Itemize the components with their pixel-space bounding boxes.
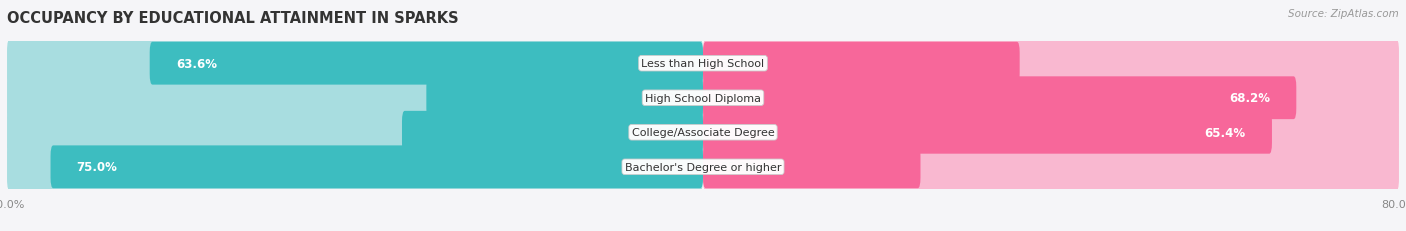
- FancyBboxPatch shape: [703, 77, 1296, 120]
- FancyBboxPatch shape: [7, 36, 1399, 91]
- FancyBboxPatch shape: [7, 71, 1399, 126]
- FancyBboxPatch shape: [51, 146, 703, 188]
- FancyBboxPatch shape: [426, 77, 703, 120]
- FancyBboxPatch shape: [7, 105, 1399, 160]
- FancyBboxPatch shape: [7, 39, 703, 89]
- FancyBboxPatch shape: [402, 111, 703, 154]
- FancyBboxPatch shape: [149, 43, 703, 85]
- FancyBboxPatch shape: [703, 43, 1019, 85]
- FancyBboxPatch shape: [7, 140, 1399, 195]
- FancyBboxPatch shape: [703, 73, 1399, 123]
- FancyBboxPatch shape: [7, 142, 703, 192]
- Text: 31.8%: 31.8%: [648, 92, 686, 105]
- Text: 65.4%: 65.4%: [1205, 126, 1246, 139]
- Text: 34.6%: 34.6%: [648, 126, 686, 139]
- Text: Less than High School: Less than High School: [641, 59, 765, 69]
- FancyBboxPatch shape: [703, 142, 1399, 192]
- Text: High School Diploma: High School Diploma: [645, 93, 761, 103]
- Text: 68.2%: 68.2%: [1229, 92, 1270, 105]
- Text: College/Associate Degree: College/Associate Degree: [631, 128, 775, 138]
- FancyBboxPatch shape: [703, 111, 1272, 154]
- Text: 25.0%: 25.0%: [720, 161, 758, 173]
- Text: 63.6%: 63.6%: [176, 58, 217, 70]
- Text: OCCUPANCY BY EDUCATIONAL ATTAINMENT IN SPARKS: OCCUPANCY BY EDUCATIONAL ATTAINMENT IN S…: [7, 11, 458, 26]
- FancyBboxPatch shape: [703, 39, 1399, 89]
- FancyBboxPatch shape: [7, 108, 703, 158]
- Text: Bachelor's Degree or higher: Bachelor's Degree or higher: [624, 162, 782, 172]
- Text: Source: ZipAtlas.com: Source: ZipAtlas.com: [1288, 9, 1399, 19]
- Text: 75.0%: 75.0%: [76, 161, 118, 173]
- Text: 36.4%: 36.4%: [720, 58, 758, 70]
- FancyBboxPatch shape: [703, 146, 921, 188]
- FancyBboxPatch shape: [7, 73, 703, 123]
- FancyBboxPatch shape: [703, 108, 1399, 158]
